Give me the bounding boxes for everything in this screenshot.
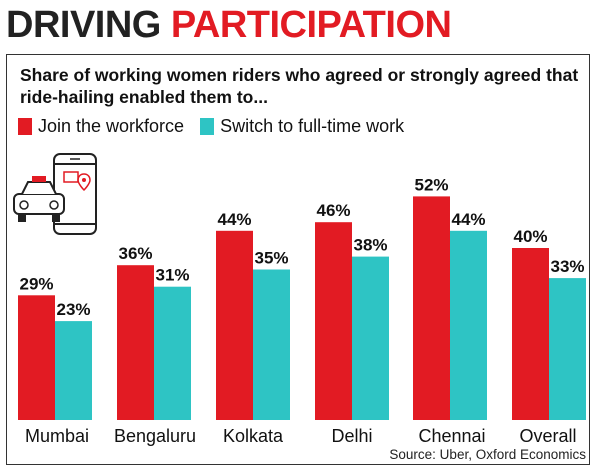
legend-swatch-switch	[200, 118, 215, 135]
data-label-join-delhi: 46%	[316, 201, 350, 220]
data-label-switch-delhi: 38%	[353, 236, 387, 255]
data-label-switch-kolkata: 35%	[254, 249, 288, 268]
legend-item-switch: Switch to full-time work	[200, 116, 404, 137]
bar-switch-mumbai	[55, 321, 92, 420]
category-label-bengaluru: Bengaluru	[114, 426, 196, 446]
data-label-switch-bengaluru: 31%	[155, 266, 189, 285]
legend: Join the workforce Switch to full-time w…	[18, 116, 420, 137]
legend-label-switch: Switch to full-time work	[220, 116, 405, 136]
bar-join-overall	[512, 248, 549, 420]
data-label-join-chennai: 52%	[414, 175, 448, 194]
source-note: Source: Uber, Oxford Economics	[389, 447, 586, 462]
data-label-join-mumbai: 29%	[19, 274, 53, 293]
bar-switch-bengaluru	[154, 286, 191, 420]
headline-red: PARTICIPATION	[170, 4, 452, 46]
bar-join-delhi	[315, 222, 352, 420]
data-label-join-bengaluru: 36%	[118, 244, 152, 263]
data-label-switch-overall: 33%	[550, 257, 584, 276]
category-label-mumbai: Mumbai	[25, 426, 89, 446]
bar-join-chennai	[413, 196, 450, 420]
data-label-join-overall: 40%	[513, 227, 547, 246]
headline: DRIVING PARTICIPATION	[6, 4, 452, 50]
legend-item-join: Join the workforce	[18, 116, 184, 137]
bar-switch-overall	[549, 278, 586, 420]
chart-frame	[6, 54, 590, 465]
chart-title: Share of working women riders who agreed…	[20, 65, 579, 107]
legend-label-join: Join the workforce	[38, 116, 185, 136]
category-label-kolkata: Kolkata	[223, 426, 284, 446]
category-label-delhi: Delhi	[331, 426, 372, 446]
headline-dark: DRIVING	[6, 4, 161, 46]
data-label-switch-mumbai: 23%	[56, 300, 90, 319]
ride-hailing-phone-car-icon	[12, 150, 112, 240]
category-label-chennai: Chennai	[418, 426, 485, 446]
bar-join-mumbai	[18, 295, 55, 420]
bar-join-bengaluru	[117, 265, 154, 420]
data-label-join-kolkata: 44%	[217, 210, 251, 229]
bar-switch-chennai	[450, 230, 487, 420]
data-label-switch-chennai: 44%	[451, 210, 485, 229]
bar-switch-kolkata	[253, 269, 290, 420]
category-label-overall: Overall	[519, 426, 576, 446]
bar-switch-delhi	[352, 256, 389, 420]
bar-join-kolkata	[216, 230, 253, 420]
legend-swatch-join	[18, 118, 32, 135]
